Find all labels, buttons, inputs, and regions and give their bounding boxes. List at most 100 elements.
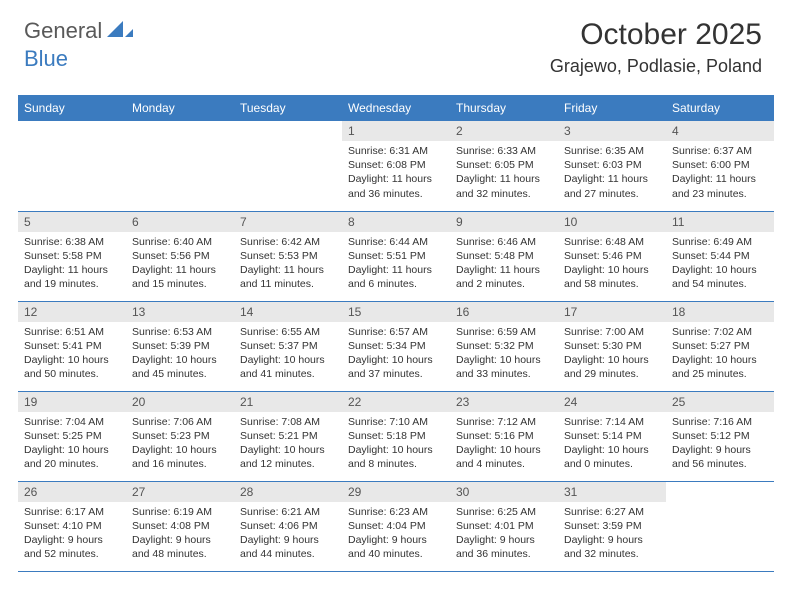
day-details: Sunrise: 6:37 AMSunset: 6:00 PMDaylight:… — [666, 141, 774, 205]
day-header: Thursday — [450, 95, 558, 121]
logo: General — [24, 18, 135, 44]
day-details: Sunrise: 6:59 AMSunset: 5:32 PMDaylight:… — [450, 322, 558, 386]
calendar-row: 5Sunrise: 6:38 AMSunset: 5:58 PMDaylight… — [18, 211, 774, 301]
month-title: October 2025 — [550, 18, 762, 52]
day-number: 11 — [666, 212, 774, 232]
day-header: Wednesday — [342, 95, 450, 121]
day-details: Sunrise: 6:17 AMSunset: 4:10 PMDaylight:… — [18, 502, 126, 566]
day-details: Sunrise: 6:33 AMSunset: 6:05 PMDaylight:… — [450, 141, 558, 205]
day-details: Sunrise: 7:14 AMSunset: 5:14 PMDaylight:… — [558, 412, 666, 476]
calendar-table: SundayMondayTuesdayWednesdayThursdayFrid… — [18, 95, 774, 572]
day-details: Sunrise: 6:35 AMSunset: 6:03 PMDaylight:… — [558, 141, 666, 205]
calendar-row: 12Sunrise: 6:51 AMSunset: 5:41 PMDayligh… — [18, 301, 774, 391]
calendar-cell: 3Sunrise: 6:35 AMSunset: 6:03 PMDaylight… — [558, 121, 666, 211]
calendar-cell: 5Sunrise: 6:38 AMSunset: 5:58 PMDaylight… — [18, 211, 126, 301]
day-number: 12 — [18, 302, 126, 322]
title-block: October 2025 Grajewo, Podlasie, Poland — [550, 18, 762, 77]
calendar-cell: 20Sunrise: 7:06 AMSunset: 5:23 PMDayligh… — [126, 391, 234, 481]
calendar-cell: 21Sunrise: 7:08 AMSunset: 5:21 PMDayligh… — [234, 391, 342, 481]
calendar-cell: 2Sunrise: 6:33 AMSunset: 6:05 PMDaylight… — [450, 121, 558, 211]
day-details: Sunrise: 6:55 AMSunset: 5:37 PMDaylight:… — [234, 322, 342, 386]
day-details: Sunrise: 6:53 AMSunset: 5:39 PMDaylight:… — [126, 322, 234, 386]
day-number: 8 — [342, 212, 450, 232]
day-header-row: SundayMondayTuesdayWednesdayThursdayFrid… — [18, 95, 774, 121]
day-details: Sunrise: 6:57 AMSunset: 5:34 PMDaylight:… — [342, 322, 450, 386]
calendar-cell: 16Sunrise: 6:59 AMSunset: 5:32 PMDayligh… — [450, 301, 558, 391]
day-header: Monday — [126, 95, 234, 121]
day-number: 15 — [342, 302, 450, 322]
calendar-cell: 22Sunrise: 7:10 AMSunset: 5:18 PMDayligh… — [342, 391, 450, 481]
day-details: Sunrise: 6:19 AMSunset: 4:08 PMDaylight:… — [126, 502, 234, 566]
day-details: Sunrise: 6:23 AMSunset: 4:04 PMDaylight:… — [342, 502, 450, 566]
location: Grajewo, Podlasie, Poland — [550, 56, 762, 77]
day-number: 19 — [18, 392, 126, 412]
day-details: Sunrise: 7:02 AMSunset: 5:27 PMDaylight:… — [666, 322, 774, 386]
day-number: 22 — [342, 392, 450, 412]
day-details: Sunrise: 6:44 AMSunset: 5:51 PMDaylight:… — [342, 232, 450, 296]
calendar-cell: 25Sunrise: 7:16 AMSunset: 5:12 PMDayligh… — [666, 391, 774, 481]
day-details: Sunrise: 6:40 AMSunset: 5:56 PMDaylight:… — [126, 232, 234, 296]
day-number: 1 — [342, 121, 450, 141]
day-number: 14 — [234, 302, 342, 322]
day-details: Sunrise: 6:25 AMSunset: 4:01 PMDaylight:… — [450, 502, 558, 566]
calendar-cell: 6Sunrise: 6:40 AMSunset: 5:56 PMDaylight… — [126, 211, 234, 301]
day-number: 20 — [126, 392, 234, 412]
calendar-cell: 15Sunrise: 6:57 AMSunset: 5:34 PMDayligh… — [342, 301, 450, 391]
day-number: 31 — [558, 482, 666, 502]
calendar-cell: 26Sunrise: 6:17 AMSunset: 4:10 PMDayligh… — [18, 481, 126, 571]
logo-blue-wrap: Blue — [24, 46, 68, 72]
calendar-cell: 11Sunrise: 6:49 AMSunset: 5:44 PMDayligh… — [666, 211, 774, 301]
calendar-cell: 18Sunrise: 7:02 AMSunset: 5:27 PMDayligh… — [666, 301, 774, 391]
day-number: 23 — [450, 392, 558, 412]
day-number: 9 — [450, 212, 558, 232]
calendar-cell: 23Sunrise: 7:12 AMSunset: 5:16 PMDayligh… — [450, 391, 558, 481]
header: General October 2025 Grajewo, Podlasie, … — [0, 0, 792, 87]
day-number: 28 — [234, 482, 342, 502]
day-details: Sunrise: 6:46 AMSunset: 5:48 PMDaylight:… — [450, 232, 558, 296]
day-details: Sunrise: 7:00 AMSunset: 5:30 PMDaylight:… — [558, 322, 666, 386]
day-details: Sunrise: 7:16 AMSunset: 5:12 PMDaylight:… — [666, 412, 774, 476]
calendar-cell: 4Sunrise: 6:37 AMSunset: 6:00 PMDaylight… — [666, 121, 774, 211]
logo-sail-icon — [107, 19, 133, 44]
calendar-cell — [18, 121, 126, 211]
day-details: Sunrise: 7:04 AMSunset: 5:25 PMDaylight:… — [18, 412, 126, 476]
calendar-row: 1Sunrise: 6:31 AMSunset: 6:08 PMDaylight… — [18, 121, 774, 211]
day-number: 6 — [126, 212, 234, 232]
day-details: Sunrise: 6:48 AMSunset: 5:46 PMDaylight:… — [558, 232, 666, 296]
calendar-cell: 30Sunrise: 6:25 AMSunset: 4:01 PMDayligh… — [450, 481, 558, 571]
day-number: 29 — [342, 482, 450, 502]
day-number: 21 — [234, 392, 342, 412]
day-header: Tuesday — [234, 95, 342, 121]
day-header: Sunday — [18, 95, 126, 121]
day-number: 3 — [558, 121, 666, 141]
day-details: Sunrise: 6:38 AMSunset: 5:58 PMDaylight:… — [18, 232, 126, 296]
day-details: Sunrise: 6:21 AMSunset: 4:06 PMDaylight:… — [234, 502, 342, 566]
day-number: 10 — [558, 212, 666, 232]
calendar-cell: 8Sunrise: 6:44 AMSunset: 5:51 PMDaylight… — [342, 211, 450, 301]
calendar-cell — [234, 121, 342, 211]
day-number: 17 — [558, 302, 666, 322]
day-number: 27 — [126, 482, 234, 502]
day-details: Sunrise: 6:49 AMSunset: 5:44 PMDaylight:… — [666, 232, 774, 296]
calendar-cell: 24Sunrise: 7:14 AMSunset: 5:14 PMDayligh… — [558, 391, 666, 481]
calendar-cell: 13Sunrise: 6:53 AMSunset: 5:39 PMDayligh… — [126, 301, 234, 391]
day-number: 30 — [450, 482, 558, 502]
calendar-cell: 7Sunrise: 6:42 AMSunset: 5:53 PMDaylight… — [234, 211, 342, 301]
day-number: 16 — [450, 302, 558, 322]
day-details: Sunrise: 6:27 AMSunset: 3:59 PMDaylight:… — [558, 502, 666, 566]
day-header: Saturday — [666, 95, 774, 121]
day-number: 25 — [666, 392, 774, 412]
day-details: Sunrise: 7:10 AMSunset: 5:18 PMDaylight:… — [342, 412, 450, 476]
day-number: 18 — [666, 302, 774, 322]
day-details: Sunrise: 7:08 AMSunset: 5:21 PMDaylight:… — [234, 412, 342, 476]
calendar-cell: 27Sunrise: 6:19 AMSunset: 4:08 PMDayligh… — [126, 481, 234, 571]
calendar-cell: 12Sunrise: 6:51 AMSunset: 5:41 PMDayligh… — [18, 301, 126, 391]
day-header: Friday — [558, 95, 666, 121]
calendar-cell: 29Sunrise: 6:23 AMSunset: 4:04 PMDayligh… — [342, 481, 450, 571]
day-number: 4 — [666, 121, 774, 141]
day-number: 2 — [450, 121, 558, 141]
day-details: Sunrise: 7:06 AMSunset: 5:23 PMDaylight:… — [126, 412, 234, 476]
day-number: 24 — [558, 392, 666, 412]
calendar-cell — [666, 481, 774, 571]
day-details: Sunrise: 6:31 AMSunset: 6:08 PMDaylight:… — [342, 141, 450, 205]
